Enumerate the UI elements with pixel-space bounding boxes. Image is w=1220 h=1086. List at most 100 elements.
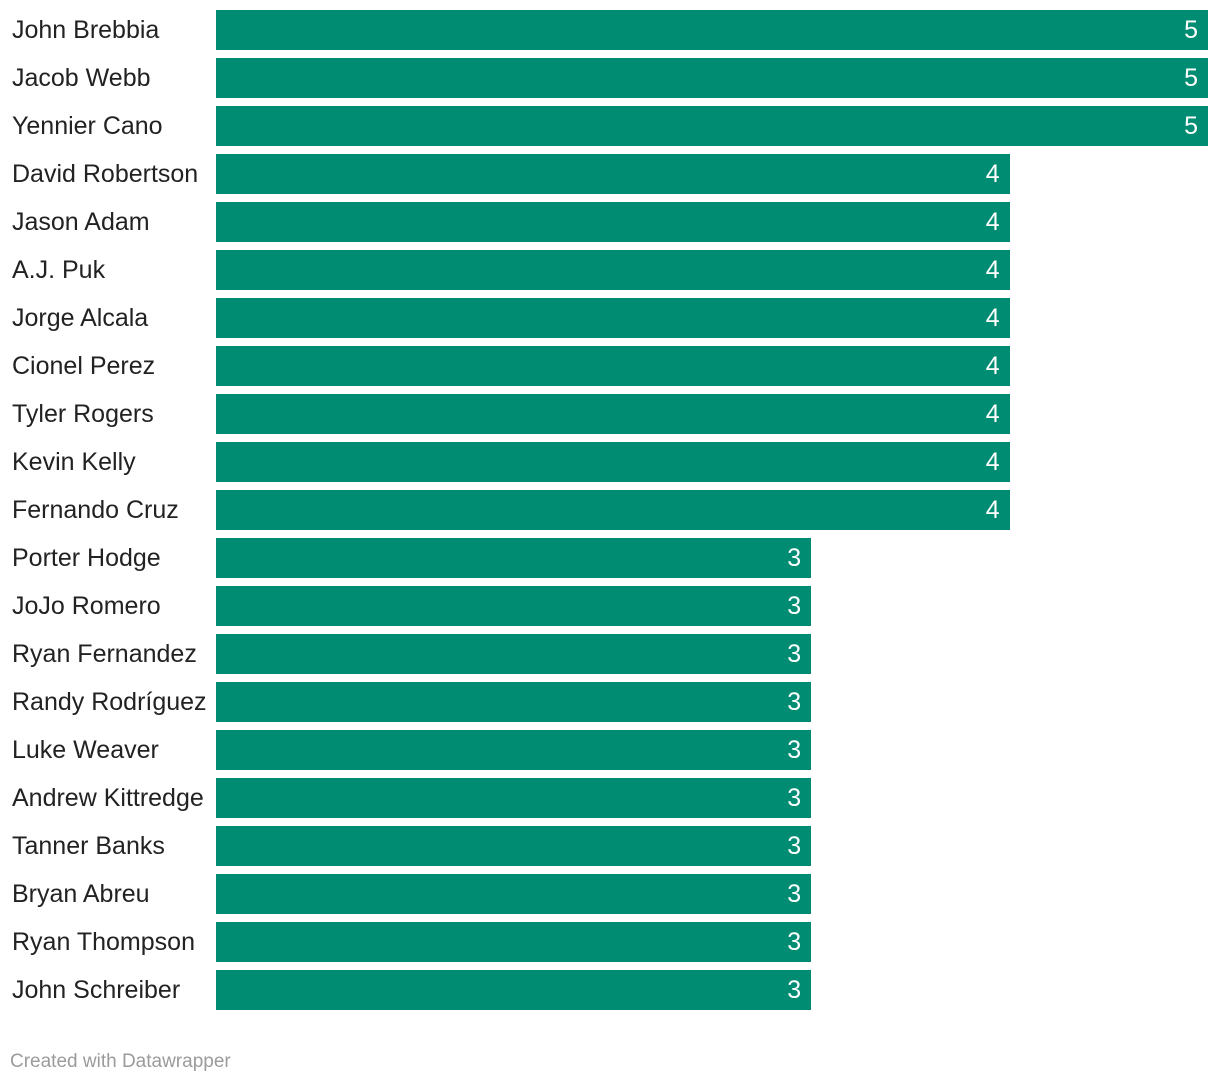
bar-category-label: Porter Hodge — [12, 545, 161, 571]
bar-row: Porter Hodge 3 — [0, 534, 1220, 582]
bar-track: 3 — [216, 970, 1208, 1010]
bar-row: Fernando Cruz 4 — [0, 486, 1220, 534]
bar-track: 4 — [216, 442, 1208, 482]
bar-row: Andrew Kittredge 3 — [0, 774, 1220, 822]
bar: 3 — [216, 586, 812, 626]
bar-category-label: Ryan Thompson — [12, 929, 195, 955]
bar-row: Kevin Kelly 4 — [0, 438, 1220, 486]
bar: 3 — [216, 826, 812, 866]
bar: 4 — [216, 490, 1010, 530]
bar: 3 — [216, 970, 812, 1010]
bar-track: 4 — [216, 154, 1208, 194]
bar-chart: John Brebbia 5 Jacob Webb 5 Yennier Cano… — [0, 6, 1220, 1014]
bar-value-label: 3 — [787, 735, 802, 764]
bar-track: 4 — [216, 490, 1208, 530]
bar-row: Ryan Fernandez 3 — [0, 630, 1220, 678]
bar-category-label: Cionel Perez — [12, 353, 156, 379]
bar-value-label: 4 — [985, 447, 1000, 476]
bar: 4 — [216, 298, 1010, 338]
bar-category-label: David Robertson — [12, 161, 199, 187]
bar-track: 3 — [216, 778, 1208, 818]
bar-row: John Schreiber 3 — [0, 966, 1220, 1014]
bar-row: Yennier Cano 5 — [0, 102, 1220, 150]
bar: 4 — [216, 154, 1010, 194]
bar-value-label: 3 — [787, 543, 802, 572]
bar: 3 — [216, 874, 812, 914]
bar-row: A.J. Puk 4 — [0, 246, 1220, 294]
bar-track: 4 — [216, 298, 1208, 338]
bar-category-label: JoJo Romero — [12, 593, 161, 619]
bar: 5 — [216, 106, 1208, 146]
bar-track: 3 — [216, 874, 1208, 914]
bar-track: 5 — [216, 58, 1208, 98]
bar-value-label: 3 — [787, 591, 802, 620]
bar-row: Tanner Banks 3 — [0, 822, 1220, 870]
bar: 4 — [216, 346, 1010, 386]
bar: 3 — [216, 682, 812, 722]
bar-track: 3 — [216, 922, 1208, 962]
bar-value-label: 4 — [985, 159, 1000, 188]
bar-category-label: Tyler Rogers — [12, 401, 154, 427]
bar-row: Bryan Abreu 3 — [0, 870, 1220, 918]
bar-row: Ryan Thompson 3 — [0, 918, 1220, 966]
bar-track: 3 — [216, 826, 1208, 866]
bar: 4 — [216, 442, 1010, 482]
bar-row: Randy Rodríguez 3 — [0, 678, 1220, 726]
bar-row: Jacob Webb 5 — [0, 54, 1220, 102]
bar: 3 — [216, 778, 812, 818]
bar-row: JoJo Romero 3 — [0, 582, 1220, 630]
bar: 4 — [216, 394, 1010, 434]
bar-category-label: Ryan Fernandez — [12, 641, 197, 667]
bar-track: 4 — [216, 346, 1208, 386]
bar: 5 — [216, 58, 1208, 98]
bar-value-label: 3 — [787, 639, 802, 668]
bar-category-label: Tanner Banks — [12, 833, 165, 859]
bar-track: 4 — [216, 250, 1208, 290]
bar-category-label: Bryan Abreu — [12, 881, 150, 907]
bar-value-label: 3 — [787, 927, 802, 956]
bar-value-label: 3 — [787, 687, 802, 716]
bar-value-label: 4 — [985, 351, 1000, 380]
bar-value-label: 4 — [985, 495, 1000, 524]
bar-value-label: 4 — [985, 255, 1000, 284]
bar-track: 3 — [216, 586, 1208, 626]
bar-value-label: 3 — [787, 783, 802, 812]
bar-value-label: 5 — [1184, 63, 1198, 92]
bar-row: Tyler Rogers 4 — [0, 390, 1220, 438]
bar-track: 3 — [216, 634, 1208, 674]
bar-value-label: 4 — [985, 207, 1000, 236]
bar-value-label: 3 — [787, 831, 802, 860]
bar-track: 5 — [216, 10, 1208, 50]
bar: 3 — [216, 538, 812, 578]
bar-track: 3 — [216, 730, 1208, 770]
bar-category-label: Jacob Webb — [12, 65, 151, 91]
bar-value-label: 5 — [1184, 111, 1198, 140]
bar-category-label: Fernando Cruz — [12, 497, 179, 523]
bar: 3 — [216, 730, 812, 770]
bar-value-label: 4 — [985, 303, 1000, 332]
datawrapper-credit: Created with Datawrapper — [10, 1051, 231, 1072]
bar-row: John Brebbia 5 — [0, 6, 1220, 54]
bar-category-label: John Schreiber — [12, 977, 181, 1003]
bar: 3 — [216, 634, 812, 674]
bar-category-label: Jason Adam — [12, 209, 150, 235]
bar: 4 — [216, 202, 1010, 242]
bar-row: Cionel Perez 4 — [0, 342, 1220, 390]
bar-track: 4 — [216, 394, 1208, 434]
bar-track: 4 — [216, 202, 1208, 242]
bar-value-label: 3 — [787, 879, 802, 908]
bar-category-label: John Brebbia — [12, 17, 160, 43]
bar-track: 3 — [216, 682, 1208, 722]
bar-row: Luke Weaver 3 — [0, 726, 1220, 774]
bar-value-label: 5 — [1184, 15, 1198, 44]
bar-category-label: A.J. Puk — [12, 257, 106, 283]
bar-track: 5 — [216, 106, 1208, 146]
bar-value-label: 4 — [985, 399, 1000, 428]
bar-row: Jorge Alcala 4 — [0, 294, 1220, 342]
bar-row: Jason Adam 4 — [0, 198, 1220, 246]
bar: 5 — [216, 10, 1208, 50]
bar-category-label: Jorge Alcala — [12, 305, 149, 331]
bar-value-label: 3 — [787, 975, 802, 1004]
bar-category-label: Andrew Kittredge — [12, 785, 204, 811]
bar-row: David Robertson 4 — [0, 150, 1220, 198]
